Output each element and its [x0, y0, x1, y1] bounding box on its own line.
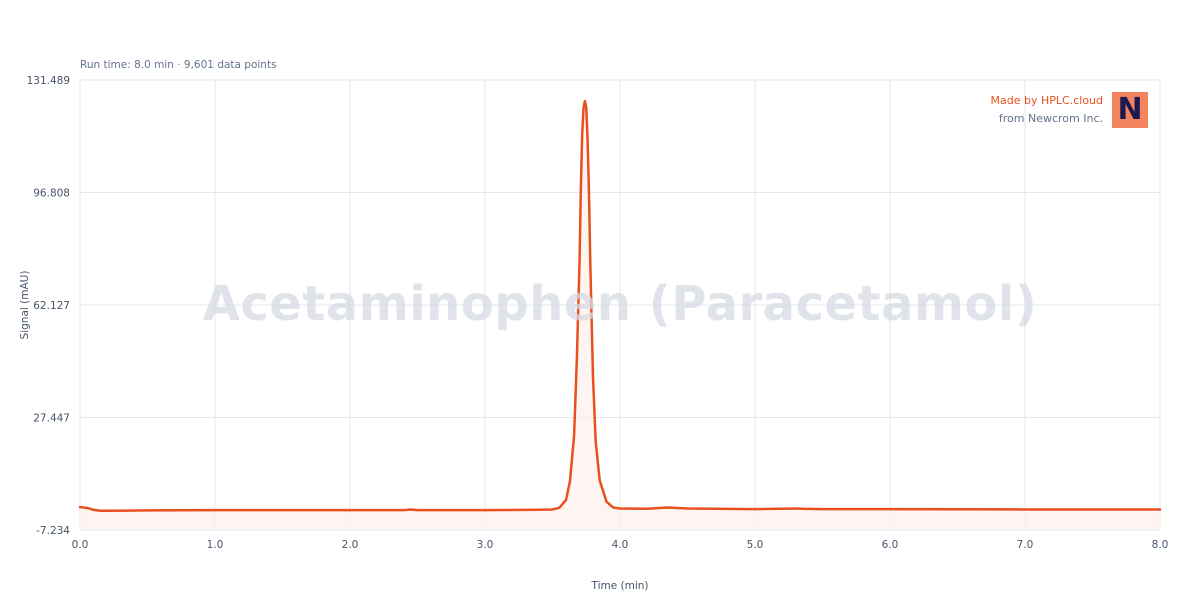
signal-trace [78, 99, 1162, 512]
x-tick-label: 5.0 [747, 539, 764, 551]
y-axis-label: Signal (mAU) [19, 270, 31, 340]
x-tick-label: 2.0 [342, 539, 359, 551]
chart-subtitle: Run time: 8.0 min · 9,601 data points [80, 59, 277, 71]
newcrom-logo: N [1112, 92, 1148, 128]
x-tick-label: 3.0 [477, 539, 494, 551]
x-axis-label: Time (min) [591, 580, 649, 592]
y-tick-label: 62.127 [33, 300, 70, 312]
x-tick-label: 7.0 [1017, 539, 1034, 551]
x-tick-label: 8.0 [1152, 539, 1169, 551]
x-tick-label: 1.0 [207, 539, 224, 551]
x-tick-label: 6.0 [882, 539, 899, 551]
branding-made-by: Made by HPLC.cloud [990, 94, 1103, 107]
y-tick-label: 96.808 [33, 188, 70, 200]
branding-from: from Newcrom Inc. [998, 112, 1103, 125]
y-tick-label: 27.447 [33, 412, 70, 424]
y-tick-label: 131.489 [27, 75, 70, 87]
x-tick-label: 0.0 [72, 539, 89, 551]
x-tick-label: 4.0 [612, 539, 629, 551]
compound-watermark: Acetaminophen (Paracetamol) [202, 276, 1038, 332]
y-tick-label: -7.234 [36, 525, 70, 537]
